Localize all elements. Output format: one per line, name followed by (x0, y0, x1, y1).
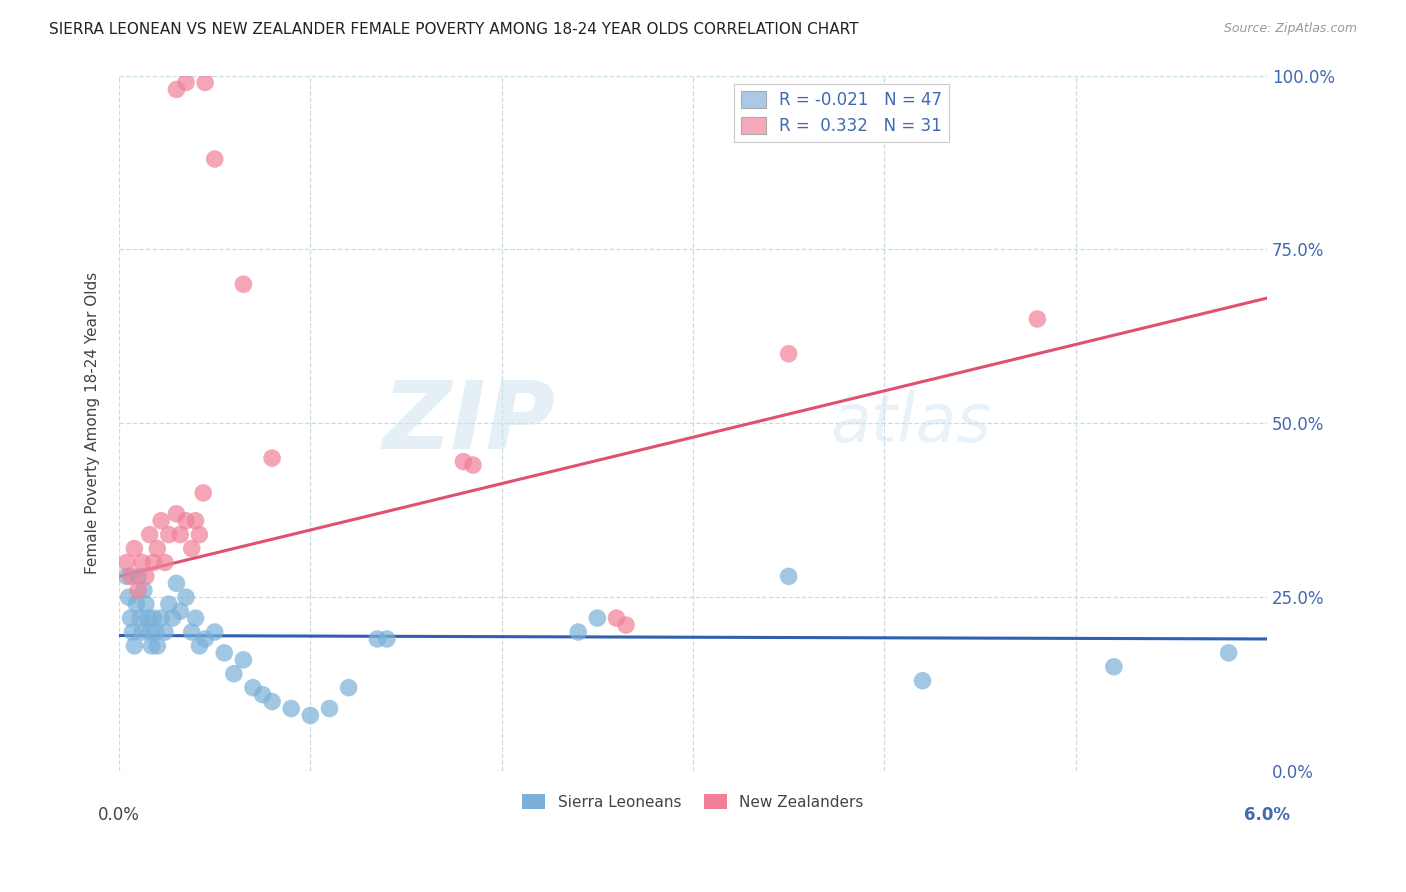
Point (232, 277, 254, 292)
Point (461, 458, 484, 472)
Point (157, 527, 180, 541)
Point (124, 639, 146, 653)
Point (121, 625, 143, 640)
Point (150, 514, 173, 528)
Point (188, 639, 211, 653)
Point (318, 701, 340, 715)
Point (145, 625, 167, 640)
Point (299, 708, 322, 723)
Point (194, 632, 217, 646)
Point (131, 556, 153, 570)
Text: Source: ZipAtlas.com: Source: ZipAtlas.com (1223, 22, 1357, 36)
Point (204, 152, 226, 166)
Point (184, 514, 207, 528)
Point (129, 611, 152, 625)
Point (193, 486, 215, 500)
Point (127, 569, 149, 583)
Point (375, 632, 398, 646)
Point (120, 611, 142, 625)
Point (141, 639, 163, 653)
Point (127, 583, 149, 598)
Point (194, 75, 217, 89)
Point (138, 625, 160, 640)
Text: atlas: atlas (831, 391, 991, 457)
Text: ZIP: ZIP (382, 377, 555, 469)
Y-axis label: Female Poverty Among 18-24 Year Olds: Female Poverty Among 18-24 Year Olds (86, 272, 100, 574)
Point (605, 611, 627, 625)
Point (117, 591, 139, 605)
Point (150, 611, 173, 625)
Point (124, 541, 146, 556)
Point (174, 75, 197, 89)
Point (174, 514, 197, 528)
Point (614, 618, 637, 632)
Point (262, 695, 284, 709)
Point (567, 625, 589, 640)
Point (586, 611, 609, 625)
Point (115, 569, 138, 583)
Point (157, 597, 180, 611)
Point (169, 604, 191, 618)
Point (280, 701, 302, 715)
Point (180, 625, 202, 640)
Point (136, 611, 159, 625)
Point (337, 681, 360, 695)
Point (169, 527, 191, 541)
Point (1026, 312, 1049, 326)
Text: SIERRA LEONEAN VS NEW ZEALANDER FEMALE POVERTY AMONG 18-24 YEAR OLDS CORRELATION: SIERRA LEONEAN VS NEW ZEALANDER FEMALE P… (49, 22, 859, 37)
Point (180, 541, 202, 556)
Point (162, 611, 184, 625)
Point (1102, 660, 1125, 674)
Point (125, 597, 148, 611)
Point (222, 666, 245, 681)
Point (153, 625, 176, 640)
Point (165, 507, 187, 521)
Point (204, 625, 226, 640)
Text: 0.0%: 0.0% (98, 805, 141, 824)
Point (120, 569, 142, 583)
Point (1218, 646, 1240, 660)
Point (138, 527, 160, 541)
Point (135, 597, 157, 611)
Legend: Sierra Leoneans, New Zealanders: Sierra Leoneans, New Zealanders (516, 788, 870, 815)
Point (214, 646, 236, 660)
Point (453, 454, 475, 468)
Point (146, 639, 169, 653)
Point (146, 541, 169, 556)
Point (142, 611, 165, 625)
Point (252, 688, 274, 702)
Point (135, 569, 157, 583)
Point (131, 625, 153, 640)
Point (165, 576, 187, 591)
Point (174, 591, 197, 605)
Point (184, 611, 207, 625)
Point (232, 653, 254, 667)
Point (115, 556, 138, 570)
Point (242, 681, 264, 695)
Text: 6.0%: 6.0% (1244, 805, 1289, 824)
Point (262, 451, 284, 466)
Point (188, 527, 211, 541)
Point (911, 673, 934, 688)
Point (132, 583, 155, 598)
Point (366, 632, 388, 646)
Point (778, 347, 800, 361)
Point (142, 556, 165, 570)
Point (778, 569, 800, 583)
Point (153, 556, 176, 570)
Point (165, 82, 187, 96)
